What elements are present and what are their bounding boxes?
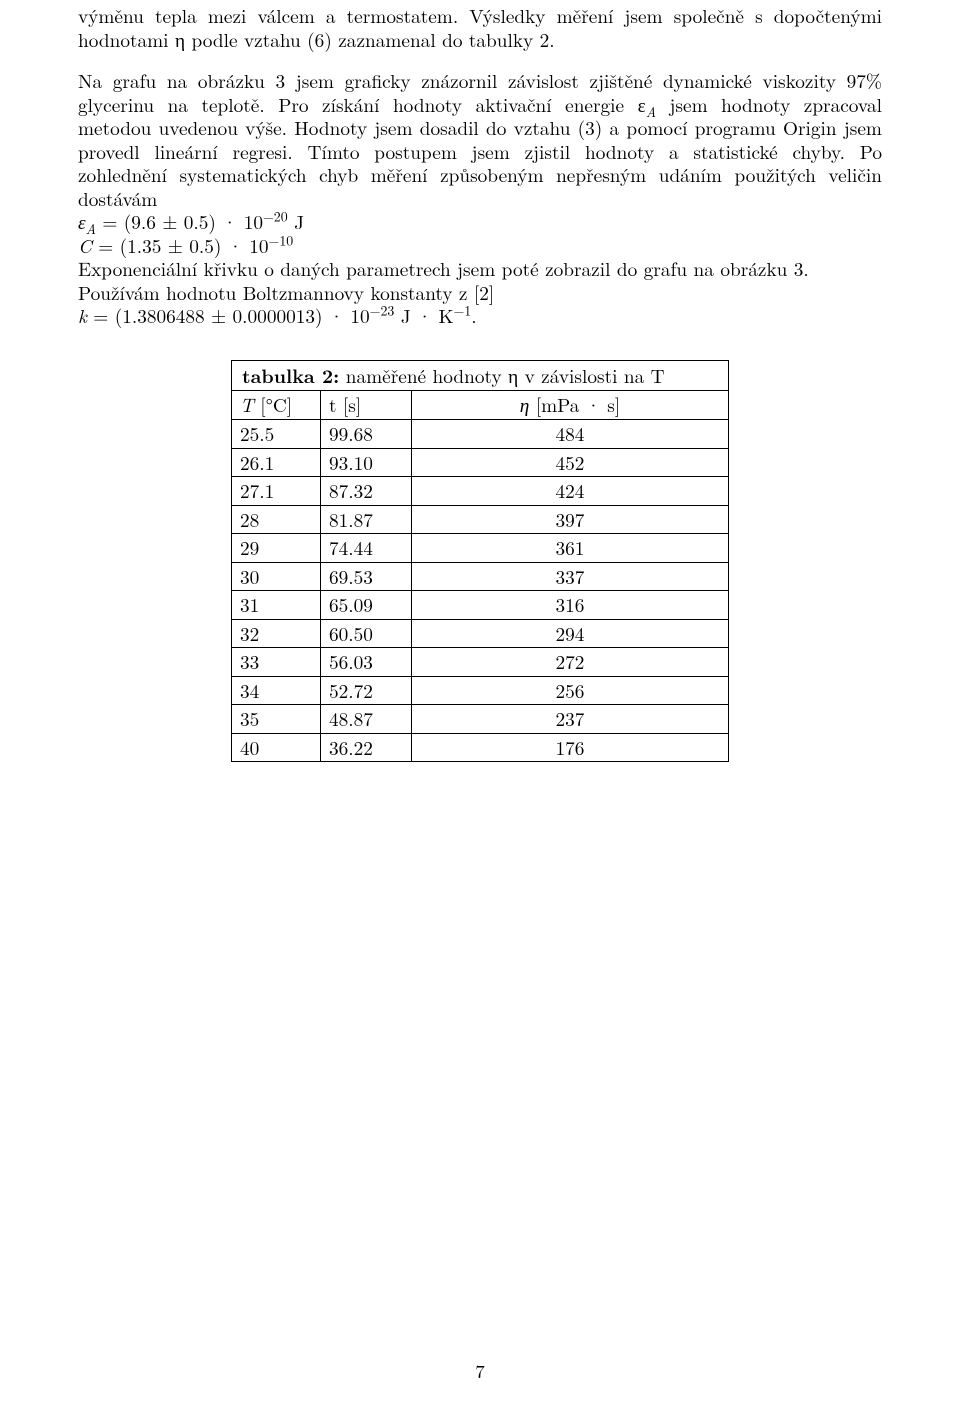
table-2-body: 25.599.6848426.193.1045227.187.324242881… [232, 419, 729, 761]
cell-t: 93.10 [321, 448, 412, 477]
table-row: 4036.22176 [232, 733, 729, 762]
table-row: 3452.72256 [232, 676, 729, 705]
cell-T: 25.5 [232, 419, 321, 448]
cell-t: 60.50 [321, 619, 412, 648]
cell-eta: 424 [412, 477, 729, 506]
table-row: 25.599.68484 [232, 419, 729, 448]
cell-T: 40 [232, 733, 321, 762]
table-row: 2881.87397 [232, 505, 729, 534]
cell-eta: 237 [412, 705, 729, 734]
cell-eta: 294 [412, 619, 729, 648]
eq-k-unit-exp: −1 [454, 301, 472, 321]
cell-T: 29 [232, 534, 321, 563]
cell-t: 99.68 [321, 419, 412, 448]
paragraph-2: Na grafu na obrázku 3 jsem graficky znáz… [78, 69, 882, 210]
table-2-header-row: T [°C] t [s] η [mPa · s] [232, 391, 729, 420]
equation-k: k = (1.3806488 ± 0.0000013) · 10−23 J · … [78, 304, 882, 328]
hdr-t-unit: [s] [337, 390, 362, 418]
table-row: 3356.03272 [232, 648, 729, 677]
cell-t: 48.87 [321, 705, 412, 734]
table-2-header-eta: η [mPa · s] [412, 391, 729, 420]
eq-k-exp: −23 [370, 301, 395, 321]
paragraph-1-text: výměnu tepla mezi válcem a termostatem. … [78, 1, 882, 53]
cell-eta: 272 [412, 648, 729, 677]
hdr-eta-unit: [mPa · s] [529, 390, 620, 418]
table-2-wrapper: tabulka 2: naměřené hodnoty η v závislos… [78, 360, 882, 762]
table-2-header-T: T [°C] [232, 391, 321, 420]
page-number: 7 [0, 1359, 960, 1382]
cell-T: 28 [232, 505, 321, 534]
cell-T: 32 [232, 619, 321, 648]
cell-t: 69.53 [321, 562, 412, 591]
cell-T: 35 [232, 705, 321, 734]
cell-t: 52.72 [321, 676, 412, 705]
hdr-eta-sym: η [520, 390, 530, 418]
table-2-caption: tabulka 2: naměřené hodnoty η v závislos… [232, 360, 729, 391]
table-2-caption-text: naměřené hodnoty η v závislosti na T [339, 361, 664, 389]
cell-t: 65.09 [321, 591, 412, 620]
page: výměnu tepla mezi válcem a termostatem. … [0, 0, 960, 1418]
table-2-caption-row: tabulka 2: naměřené hodnoty η v závislos… [232, 360, 729, 391]
cell-eta: 452 [412, 448, 729, 477]
cell-eta: 484 [412, 419, 729, 448]
eq-k-lhs: k [78, 301, 87, 329]
cell-T: 34 [232, 676, 321, 705]
eq-epsA-exp: −20 [263, 207, 288, 227]
table-row: 3260.50294 [232, 619, 729, 648]
table-row: 26.193.10452 [232, 448, 729, 477]
cell-t: 36.22 [321, 733, 412, 762]
table-row: 3165.09316 [232, 591, 729, 620]
cell-T: 26.1 [232, 448, 321, 477]
table-2-header-t: t [s] [321, 391, 412, 420]
table-row: 27.187.32424 [232, 477, 729, 506]
cell-T: 27.1 [232, 477, 321, 506]
cell-eta: 397 [412, 505, 729, 534]
hdr-T-sym: T [240, 390, 254, 418]
table-2-caption-label: tabulka 2: [242, 361, 339, 389]
cell-eta: 256 [412, 676, 729, 705]
cell-T: 30 [232, 562, 321, 591]
cell-t: 74.44 [321, 534, 412, 563]
cell-T: 33 [232, 648, 321, 677]
cell-T: 31 [232, 591, 321, 620]
eq-k-unit: J · K [394, 301, 453, 329]
cell-eta: 337 [412, 562, 729, 591]
paragraph-1: výměnu tepla mezi válcem a termostatem. … [78, 4, 882, 51]
hdr-t-sym: t [329, 390, 337, 418]
eq-c-exp: −10 [269, 230, 294, 250]
table-row: 3548.87237 [232, 705, 729, 734]
cell-eta: 361 [412, 534, 729, 563]
hdr-T-unit: [°C] [254, 390, 292, 418]
eq-k-rhs: = (1.3806488 ± 0.0000013) · 10 [87, 301, 370, 329]
table-row: 2974.44361 [232, 534, 729, 563]
table-row: 3069.53337 [232, 562, 729, 591]
cell-eta: 316 [412, 591, 729, 620]
cell-t: 56.03 [321, 648, 412, 677]
table-2: tabulka 2: naměřené hodnoty η v závislos… [231, 360, 729, 762]
cell-eta: 176 [412, 733, 729, 762]
eq-k-end: . [471, 301, 476, 329]
cell-t: 87.32 [321, 477, 412, 506]
cell-t: 81.87 [321, 505, 412, 534]
